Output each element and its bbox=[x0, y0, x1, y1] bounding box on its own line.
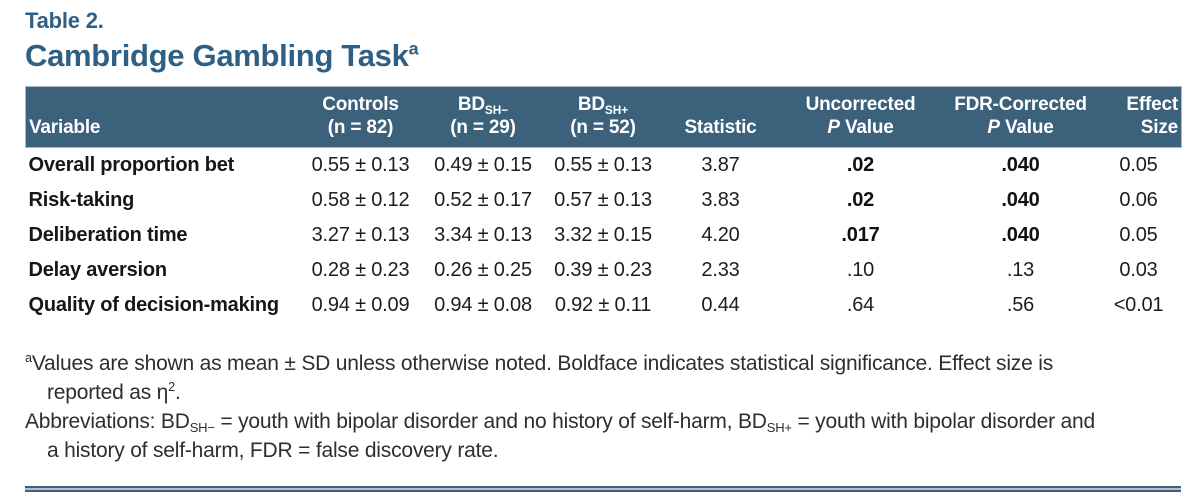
footnote-marker-a: a bbox=[25, 351, 32, 366]
cell-variable: Delay aversion bbox=[28, 259, 168, 282]
results-table: Variable Controls (n = 82) BDSH− (n = 29… bbox=[25, 86, 1182, 323]
cell-bd-sh-plus: 0.39 ± 0.23 bbox=[554, 259, 652, 282]
cell-uncorrected-p: .10 bbox=[846, 259, 875, 282]
cell-effect-size: 0.03 bbox=[1119, 259, 1158, 282]
bottom-divider-rule bbox=[25, 486, 1181, 492]
col-header-uncorrected-p: Uncorrected P Value bbox=[775, 86, 946, 149]
cell-fdr-corrected-p: .040 bbox=[1001, 154, 1040, 177]
cell-controls: 0.58 ± 0.12 bbox=[311, 189, 410, 212]
cell-bd-sh-minus: 3.34 ± 0.13 bbox=[434, 224, 532, 247]
footnote-values: aValues are shown as mean ± SD unless ot… bbox=[25, 349, 1181, 407]
cell-fdr-corrected-p: .040 bbox=[1001, 189, 1040, 212]
cell-bd-sh-plus: 0.92 ± 0.11 bbox=[554, 294, 652, 317]
footnote-values-line1: aValues are shown as mean ± SD unless ot… bbox=[25, 351, 1053, 376]
table-row-deliberation-time: Deliberation time 3.27 ± 0.13 3.34 ± 0.1… bbox=[26, 218, 1182, 253]
table-number-label: Table 2. bbox=[25, 8, 104, 33]
cell-variable: Risk-taking bbox=[28, 189, 135, 212]
table-title-footnote-marker: a bbox=[408, 38, 419, 59]
col-header-bd-sh-minus: BDSH− (n = 29) bbox=[425, 86, 541, 149]
cell-uncorrected-p: .02 bbox=[846, 154, 875, 177]
bd-sh-plus-subscript: SH+ bbox=[766, 420, 792, 436]
cell-bd-sh-minus: 0.52 ± 0.17 bbox=[434, 189, 532, 212]
footnote-abbreviations-line2: a history of self-harm, FDR = false disc… bbox=[47, 439, 499, 463]
cell-bd-sh-minus: 0.49 ± 0.15 bbox=[434, 154, 532, 177]
footnote-abbreviations: Abbreviations: BDSH− = youth with bipola… bbox=[25, 407, 1181, 465]
cell-variable: Overall proportion bet bbox=[28, 154, 235, 177]
cell-uncorrected-p: .02 bbox=[846, 189, 875, 212]
cell-bd-sh-minus: 0.94 ± 0.08 bbox=[434, 294, 532, 317]
cell-controls: 0.94 ± 0.09 bbox=[311, 294, 410, 317]
table-row-risk-taking: Risk-taking 0.58 ± 0.12 0.52 ± 0.17 0.57… bbox=[26, 183, 1182, 218]
cell-effect-size: 0.05 bbox=[1119, 224, 1158, 247]
cell-controls: 0.28 ± 0.23 bbox=[311, 259, 410, 282]
eta-squared-superscript: 2 bbox=[168, 380, 175, 395]
cell-fdr-corrected-p: .13 bbox=[1006, 259, 1035, 282]
cell-bd-sh-plus: 3.32 ± 0.15 bbox=[554, 224, 652, 247]
cell-statistic: 2.33 bbox=[701, 259, 740, 282]
cell-variable: Quality of decision-making bbox=[28, 294, 280, 317]
cell-bd-sh-plus: 0.57 ± 0.13 bbox=[554, 189, 652, 212]
cell-effect-size: 0.05 bbox=[1119, 154, 1158, 177]
col-header-controls: Controls (n = 82) bbox=[295, 86, 426, 149]
cell-fdr-corrected-p: .56 bbox=[1006, 294, 1035, 317]
cell-bd-sh-minus: 0.26 ± 0.25 bbox=[434, 259, 532, 282]
cell-effect-size: <0.01 bbox=[1113, 294, 1164, 317]
table-row-quality-of-decision-making: Quality of decision-making 0.94 ± 0.09 0… bbox=[26, 288, 1182, 323]
table-row-delay-aversion: Delay aversion 0.28 ± 0.23 0.26 ± 0.25 0… bbox=[26, 253, 1182, 288]
col-header-statistic: Statistic bbox=[665, 86, 776, 149]
cell-statistic: 0.44 bbox=[701, 294, 740, 317]
table-row-overall-proportion-bet: Overall proportion bet 0.55 ± 0.13 0.49 … bbox=[26, 148, 1182, 184]
table-title: Cambridge Gambling Taska bbox=[25, 39, 1181, 73]
cell-variable: Deliberation time bbox=[28, 224, 188, 247]
table-title-text: Cambridge Gambling Task bbox=[25, 38, 409, 74]
col-header-effect-size: Effect Size bbox=[1095, 86, 1182, 149]
cell-statistic: 3.87 bbox=[701, 154, 740, 177]
footnote-abbreviations-line1: Abbreviations: BDSH− = youth with bipola… bbox=[25, 410, 1095, 436]
cell-uncorrected-p: .64 bbox=[846, 294, 875, 317]
cell-statistic: 3.83 bbox=[701, 189, 740, 212]
table-header-row: Variable Controls (n = 82) BDSH− (n = 29… bbox=[25, 86, 1182, 149]
cell-controls: 0.55 ± 0.13 bbox=[311, 154, 410, 177]
col-header-variable: Variable bbox=[25, 86, 296, 149]
cell-bd-sh-plus: 0.55 ± 0.13 bbox=[554, 154, 652, 177]
cell-statistic: 4.20 bbox=[701, 224, 740, 247]
bd-sh-minus-subscript: SH− bbox=[189, 420, 215, 436]
table-figure: Table 2. Cambridge Gambling Taska Variab… bbox=[25, 8, 1182, 465]
col-header-bd-sh-plus: BDSH+ (n = 52) bbox=[540, 86, 666, 149]
cell-uncorrected-p: .017 bbox=[841, 224, 880, 247]
cell-effect-size: 0.06 bbox=[1119, 189, 1158, 212]
footnote-values-line2: reported as η2. bbox=[47, 380, 181, 405]
cell-controls: 3.27 ± 0.13 bbox=[311, 224, 410, 247]
cell-fdr-corrected-p: .040 bbox=[1001, 224, 1040, 247]
table-footnotes: aValues are shown as mean ± SD unless ot… bbox=[25, 349, 1181, 465]
col-header-fdr-corrected-p: FDR-Corrected P Value bbox=[945, 86, 1096, 149]
